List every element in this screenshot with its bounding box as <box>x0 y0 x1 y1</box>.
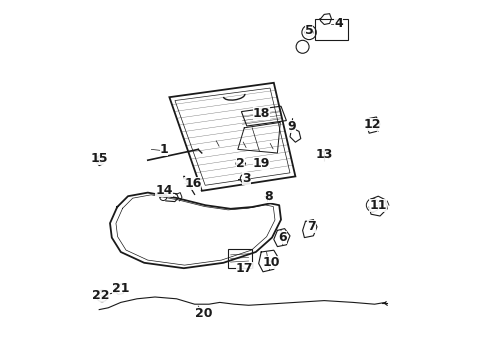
Text: 11: 11 <box>369 199 387 212</box>
Text: 20: 20 <box>195 307 212 320</box>
Text: 10: 10 <box>262 256 280 269</box>
Text: 17: 17 <box>236 262 253 275</box>
Text: 13: 13 <box>316 148 333 161</box>
Text: 2: 2 <box>236 157 245 170</box>
Text: 16: 16 <box>184 177 201 190</box>
Text: 6: 6 <box>278 231 287 244</box>
Text: 4: 4 <box>334 17 343 30</box>
Text: 5: 5 <box>305 24 314 37</box>
Text: 8: 8 <box>264 190 273 203</box>
Text: 22: 22 <box>92 289 110 302</box>
Text: 19: 19 <box>252 157 270 170</box>
Text: 7: 7 <box>307 220 316 233</box>
Text: 1: 1 <box>160 143 169 156</box>
Text: 3: 3 <box>243 172 251 185</box>
Text: 12: 12 <box>364 118 382 131</box>
Bar <box>315 19 347 40</box>
Text: 9: 9 <box>288 120 296 132</box>
Bar <box>228 249 252 268</box>
Text: 15: 15 <box>91 152 108 165</box>
Text: 18: 18 <box>252 107 270 120</box>
Text: 14: 14 <box>155 184 173 197</box>
Text: 21: 21 <box>112 282 129 294</box>
